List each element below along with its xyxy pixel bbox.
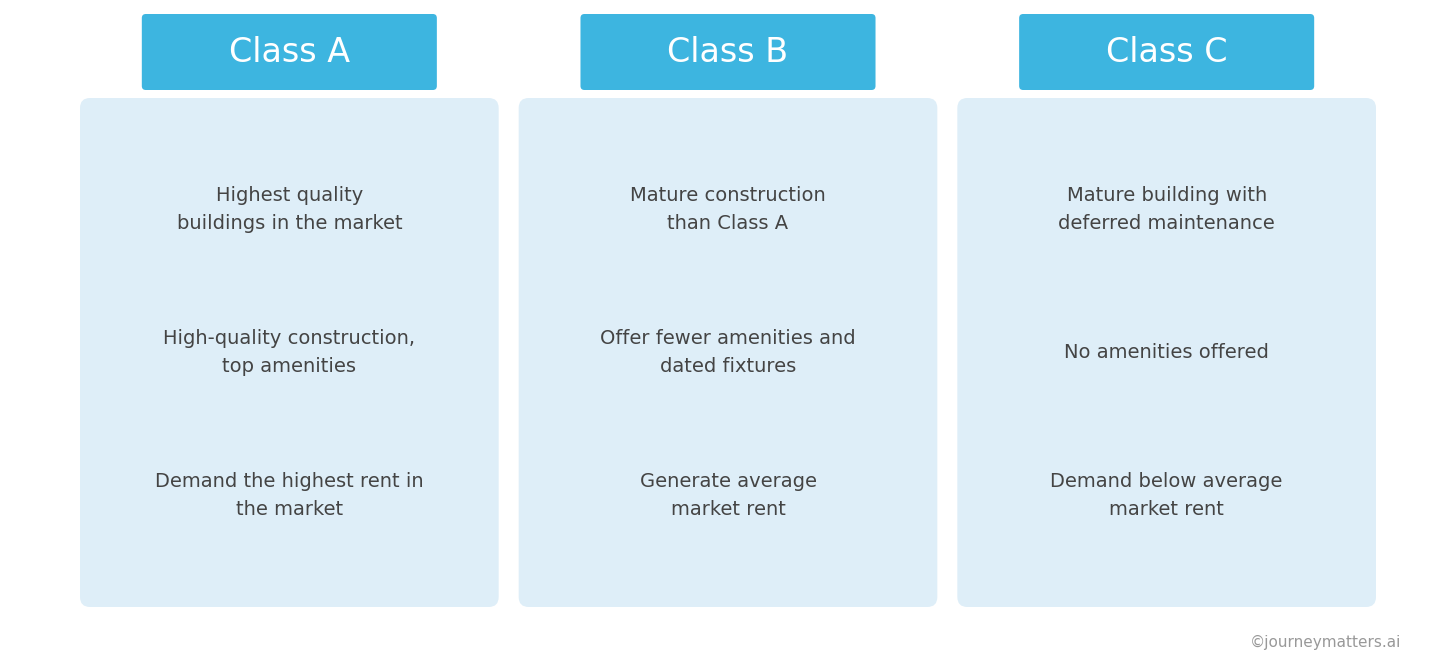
FancyBboxPatch shape [581,14,875,90]
Text: Generate average
market rent: Generate average market rent [639,472,817,519]
FancyBboxPatch shape [80,98,498,607]
Text: Highest quality
buildings in the market: Highest quality buildings in the market [176,186,402,233]
Text: No amenities offered: No amenities offered [1064,343,1270,362]
Text: Offer fewer amenities and
dated fixtures: Offer fewer amenities and dated fixtures [600,329,856,376]
Text: Class B: Class B [667,36,789,69]
FancyBboxPatch shape [518,98,938,607]
Text: ©journeymatters.ai: ©journeymatters.ai [1249,635,1401,650]
FancyBboxPatch shape [1019,14,1315,90]
Text: Demand the highest rent in
the market: Demand the highest rent in the market [154,472,424,519]
Text: High-quality construction,
top amenities: High-quality construction, top amenities [163,329,415,376]
Text: Demand below average
market rent: Demand below average market rent [1050,472,1283,519]
Text: Class C: Class C [1107,36,1227,69]
FancyBboxPatch shape [958,98,1376,607]
Text: Class A: Class A [229,36,349,69]
Text: Mature building with
deferred maintenance: Mature building with deferred maintenanc… [1059,186,1275,233]
FancyBboxPatch shape [141,14,437,90]
Text: Mature construction
than Class A: Mature construction than Class A [630,186,826,233]
